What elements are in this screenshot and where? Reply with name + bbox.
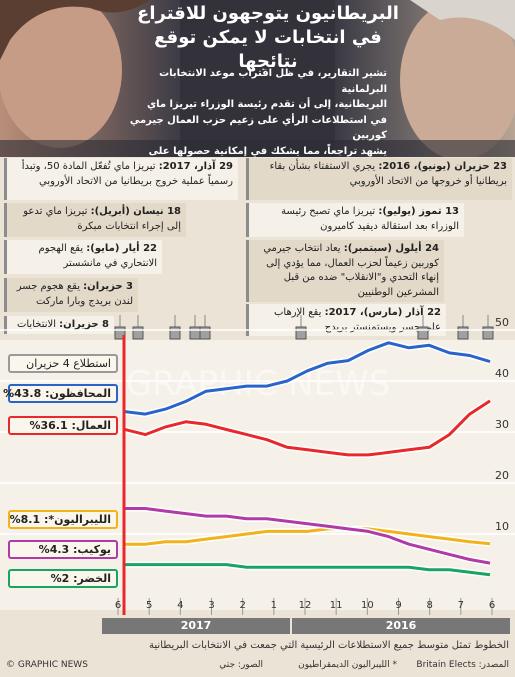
event-date: 13 تموز (يوليو): [378, 206, 459, 217]
x-tick-label: 5 [145, 600, 153, 611]
libdem-label: الليبراليون*: 8.1% [8, 510, 118, 529]
x-tick-label: 6 [488, 600, 496, 611]
series-line [124, 399, 491, 457]
copyright: © GRAPHIC NEWS [6, 660, 88, 670]
series-lines [124, 339, 492, 578]
intro-line: تشير التقارير، في ظل اقتراب موعد الانتخا… [159, 68, 387, 95]
x-tick-label: 6 [114, 600, 122, 611]
intro-line: يشهد تراجعاً، مما يشكك في إمكانية حصولها… [148, 145, 387, 157]
event-card: 22 أيار (مايو): يقع الهجوم الانتحاري في … [4, 240, 162, 274]
x-tick-label: 11 [329, 600, 343, 611]
headline-line-1: البريطانيون يتوجهون للاقتراع [137, 3, 399, 24]
event-marker [189, 326, 201, 340]
event-marker [295, 326, 307, 340]
x-tick-label: 10 [360, 600, 374, 611]
event-card: 3 حزيران: يقع هجوم جسر لندن بريدج وبارا … [4, 278, 138, 312]
intro-text: تشير التقارير، في ظل اقتراب موعد الانتخا… [117, 66, 387, 157]
event-marker [199, 326, 211, 340]
event-connectors [114, 315, 494, 340]
series-line [124, 341, 491, 416]
y-tick-label: 30 [495, 418, 509, 431]
event-date: 18 نيسان (أبريل): [90, 206, 181, 217]
source: المصدر: Britain Elects [416, 660, 509, 670]
intro-line: في استطلاعات الرأي على زعيم حزب العمال ج… [129, 114, 387, 142]
series-line [125, 527, 491, 546]
conservative-label: المحافظون: 43.8% [3, 384, 118, 403]
event-marker [417, 326, 429, 340]
green-label: الخضر: 2% [8, 569, 118, 588]
event-marker [457, 326, 469, 340]
hero-banner: البريطانيون يتوجهون للاقتراع في انتخابات… [0, 0, 515, 157]
poll-date-label: استطلاع 4 حزيران [8, 354, 118, 373]
y-tick-label: 10 [495, 520, 509, 533]
event-text: الانتخابات [16, 319, 56, 330]
x-tick-label: 1 [270, 600, 278, 611]
y-tick-label: 50 [495, 316, 509, 329]
event-date: 22 أيار (مايو): [86, 243, 157, 254]
y-tick-label: 40 [495, 367, 509, 380]
x-tick-label: 9 [395, 600, 402, 611]
x-tick-label: 2 [239, 600, 246, 611]
x-tick-label: 4 [177, 600, 184, 611]
x-tick-label: 7 [457, 600, 465, 611]
footnote: * الليبراليون الديمقراطيون [298, 660, 397, 670]
event-text: يعاد انتخاب جيرمي كوربين زعيماً لحزب الع… [263, 243, 439, 298]
event-card: 13 تموز (يوليو): تيريزا ماي تصبح رئيسة ا… [246, 203, 464, 237]
x-tick-label: 8 [426, 600, 433, 611]
event-card: 29 آذار، 2017: تيريزا ماي تُفعّل المادة … [4, 158, 238, 200]
labour-label: العمال: 36.1% [8, 416, 118, 435]
event-date: 8 حزيران: [59, 319, 109, 330]
event-text: تيريزا ماي تدعو إلى إجراء انتخابات مبكرة [23, 206, 181, 232]
event-text: يقع الإرهاب على جسر ويستمنستر بريدج [274, 307, 441, 333]
event-marker [169, 326, 181, 340]
hero-photos [0, 0, 515, 157]
event-text: يجري الاستفتاء بشأن بقاء بريطانيا أو خرو… [269, 161, 507, 187]
ukip-label: يوكيب: 4.3% [8, 540, 118, 559]
event-date: 24 أيلول (سبتمبر): [343, 243, 439, 254]
event-text: يقع الهجوم الانتحاري في مانشستر [38, 243, 157, 269]
event-text: تيريزا ماي تصبح رئيسة الوزراء بعد استقال… [281, 206, 459, 232]
chart-caption: الخطوط تمثل متوسط جميع الاستطلاعات الرئي… [149, 640, 509, 651]
event-marker [114, 326, 126, 340]
headline: البريطانيون يتوجهون للاقتراع في انتخابات… [133, 2, 403, 74]
event-text: يقع هجوم جسر لندن بريدج وبارا ماركت [16, 281, 133, 307]
y-tick-label: 20 [495, 469, 509, 482]
series-line [125, 507, 491, 565]
photo-credit: الصور: جتي [219, 660, 263, 670]
event-date: 29 آذار، 2017: [158, 161, 233, 172]
event-marker [132, 326, 144, 340]
event-card: 18 نيسان (أبريل): تيريزا ماي تدعو إلى إج… [4, 203, 186, 237]
year-2016: 2016 [292, 618, 510, 634]
event-date: 23 حزيران (يونيو)، 2016: [378, 161, 507, 172]
x-tick-label: 12 [298, 600, 312, 611]
headline-line-2: في انتخابات لا يمكن توقع نتائجها [154, 27, 382, 72]
event-date: 22 آذار (مارس)، 2017: [324, 307, 441, 318]
year-2017: 2017 [102, 618, 290, 634]
series-line [125, 563, 491, 577]
event-date: 3 حزيران: [83, 281, 133, 292]
event-marker [482, 326, 494, 340]
intro-line: البريطانية، إلى أن تقدم رئيسة الوزراء تي… [146, 99, 387, 110]
event-card: 24 أيلول (سبتمبر): يعاد انتخاب جيرمي كور… [246, 240, 444, 302]
event-text: تيريزا ماي تُفعّل المادة 50، وتبدأ رسميا… [21, 161, 233, 187]
x-tick-label: 3 [208, 600, 215, 611]
event-card: 23 حزيران (يونيو)، 2016: يجري الاستفتاء … [246, 158, 512, 200]
